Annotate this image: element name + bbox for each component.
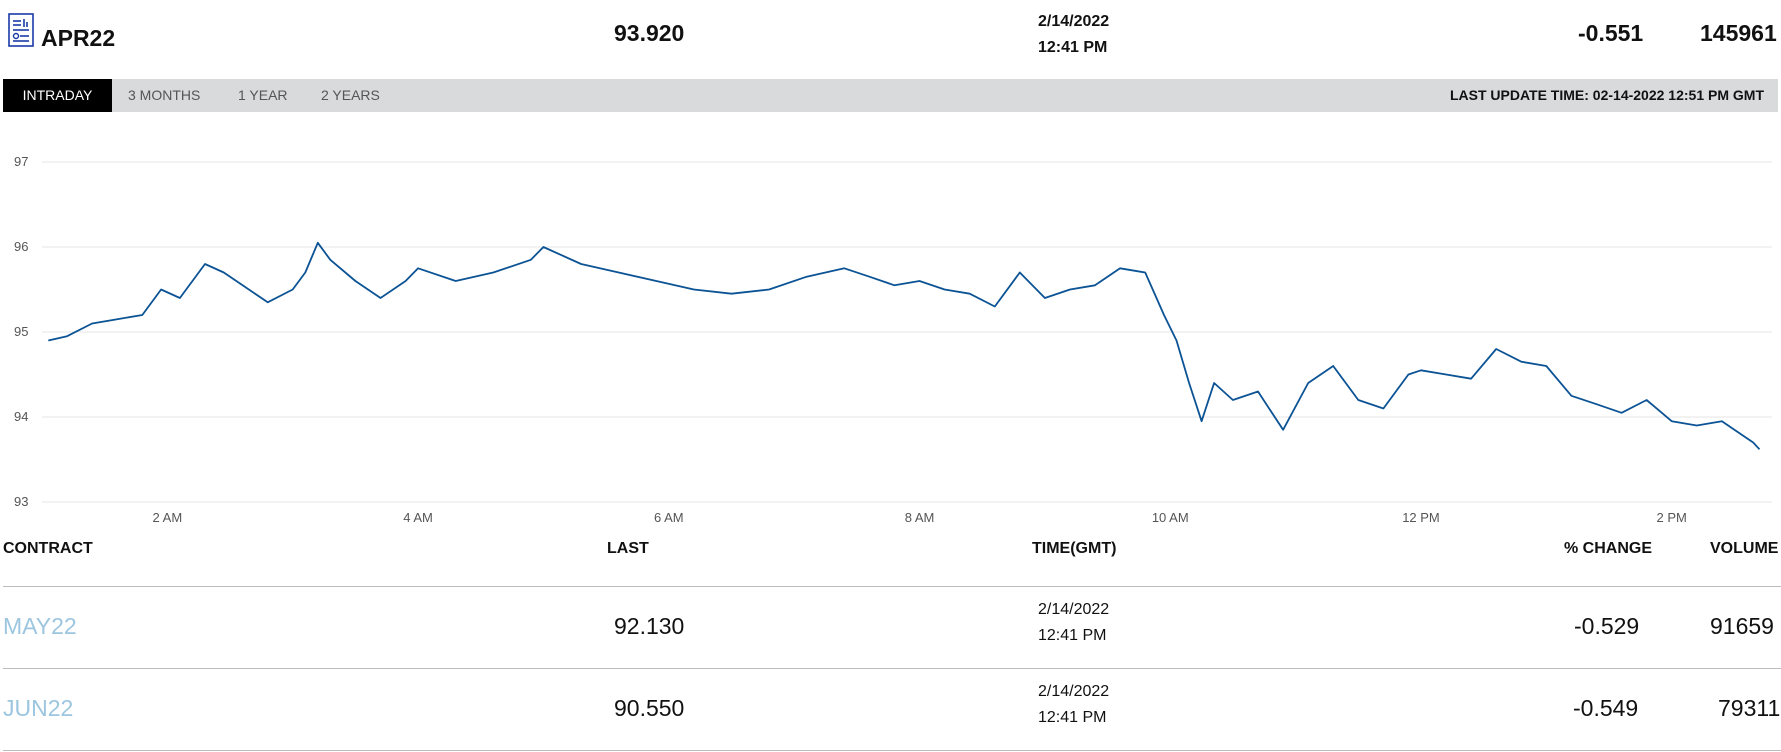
col-header-contract: CONTRACT — [3, 540, 93, 557]
header-change: -0.551 — [1578, 20, 1644, 46]
row-date: 2/14/2022 — [1038, 601, 1110, 618]
tab-3-months[interactable]: 3 MONTHS — [128, 87, 201, 103]
header-datetime: 2/14/2022 12:41 PM — [1038, 9, 1109, 61]
row-change: -0.549 — [1573, 695, 1639, 721]
y-tick-label: 93 — [14, 494, 28, 509]
row-datetime: 2/14/2022 12:41 PM — [1038, 597, 1109, 649]
last-update-time: LAST UPDATE TIME: 02-14-2022 12:51 PM GM… — [1449, 87, 1764, 103]
price-series-line — [48, 241, 1761, 450]
row-change: -0.529 — [1574, 613, 1640, 639]
row-last: 90.550 — [614, 695, 685, 721]
header-time: 12:41 PM — [1038, 39, 1108, 56]
row-volume: 79311 — [1718, 695, 1781, 721]
col-header-change: % CHANGE — [1564, 540, 1653, 557]
contract-link-jun22[interactable]: JUN22 — [3, 695, 74, 721]
x-tick-label: 8 AM — [905, 510, 935, 525]
range-tab-bar: INTRADAY 3 MONTHS 1 YEAR 2 YEARS LAST UP… — [3, 79, 1778, 112]
x-tick-label: 2 AM — [153, 510, 183, 525]
tab-2-years[interactable]: 2 YEARS — [321, 87, 380, 103]
quote-header: APR22 93.920 2/14/2022 12:41 PM -0.551 1… — [0, 0, 1781, 78]
contract-link-may22[interactable]: MAY22 — [3, 613, 77, 639]
row-time: 12:41 PM — [1038, 709, 1107, 726]
row-date: 2/14/2022 — [1038, 683, 1110, 700]
x-tick-label: 4 AM — [403, 510, 433, 525]
table-row: JUN22 90.550 2/14/2022 12:41 PM -0.549 7… — [0, 669, 1781, 749]
header-last-price: 93.920 — [614, 20, 685, 46]
col-header-last: LAST — [607, 540, 649, 557]
table-divider — [3, 750, 1781, 751]
tab-intraday[interactable]: INTRADAY — [3, 79, 112, 112]
col-header-volume: VOLUME — [1710, 540, 1779, 557]
tab-1-year[interactable]: 1 YEAR — [238, 87, 288, 103]
x-tick-label: 12 PM — [1402, 510, 1440, 525]
y-tick-label: 96 — [14, 239, 28, 254]
y-tick-label: 94 — [14, 409, 28, 424]
table-divider — [3, 668, 1781, 669]
header-contract: APR22 — [41, 25, 116, 51]
row-volume: 91659 — [1710, 613, 1774, 639]
y-tick-label: 97 — [14, 154, 28, 169]
x-tick-label: 2 PM — [1657, 510, 1687, 525]
row-last: 92.130 — [614, 613, 685, 639]
table-row: MAY22 92.130 2/14/2022 12:41 PM -0.529 9… — [0, 587, 1781, 667]
intraday-chart-svg: 97 96 95 94 93 2 AM 4 AM 6 AM 8 AM 10 AM 12 PM 2 PM — [14, 154, 1772, 525]
header-volume: 145961 — [1700, 20, 1777, 46]
header-date: 2/14/2022 — [1038, 13, 1110, 30]
intraday-chart: 97 96 95 94 93 2 AM 4 AM 6 AM 8 AM 10 AM 12 PM 2 PM — [0, 112, 1781, 532]
x-tick-label: 10 AM — [1152, 510, 1189, 525]
table-divider — [3, 586, 1781, 587]
report-icon[interactable] — [8, 13, 34, 47]
x-tick-label: 6 AM — [654, 510, 684, 525]
col-header-time: TIME(GMT) — [1032, 540, 1117, 557]
row-datetime: 2/14/2022 12:41 PM — [1038, 679, 1109, 731]
row-time: 12:41 PM — [1038, 627, 1107, 644]
y-tick-label: 95 — [14, 324, 28, 339]
